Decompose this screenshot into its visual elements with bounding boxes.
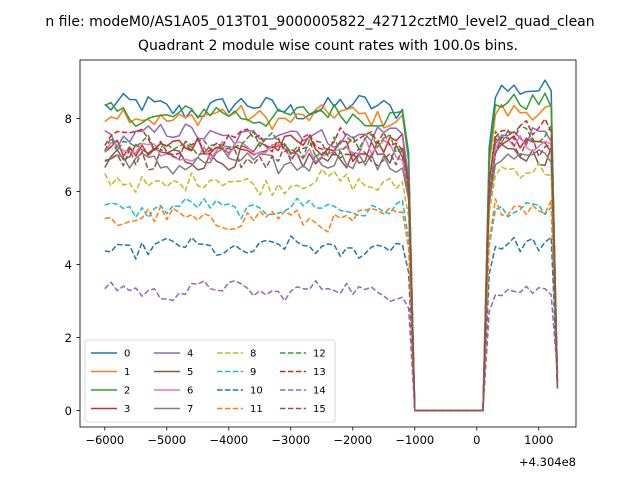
- y-tick-label: 0: [65, 404, 72, 418]
- chart-title: Quadrant 2 module wise count rates with …: [138, 38, 518, 54]
- legend-label-1: 1: [124, 367, 130, 378]
- legend-label-7: 7: [187, 404, 193, 415]
- series-line-8: [104, 162, 559, 412]
- x-tick-label: −1000: [395, 433, 434, 447]
- y-tick-label: 8: [65, 112, 72, 126]
- axes: −6000 −5000 −4000 −3000 −2000 −1000 0 1000 0 2 4 6 8…: [65, 59, 577, 469]
- y-tick-label: 4: [65, 258, 72, 272]
- y-tick-label: 2: [65, 331, 72, 345]
- x-tick-label: −5000: [147, 433, 186, 447]
- legend-label-5: 5: [187, 367, 193, 378]
- series-line-12: [104, 125, 559, 412]
- series-line-15: [104, 136, 559, 412]
- x-tick-label: −6000: [85, 433, 124, 447]
- legend-label-8: 8: [250, 349, 256, 360]
- legend-label-10: 10: [250, 386, 263, 397]
- x-tick-label: 1000: [524, 433, 553, 447]
- plot-lines: [104, 79, 559, 412]
- legend-label-15: 15: [313, 404, 326, 415]
- legend-label-14: 14: [313, 386, 326, 397]
- legend-label-3: 3: [124, 404, 130, 415]
- x-tick-label: −3000: [271, 433, 310, 447]
- legend-label-6: 6: [187, 386, 193, 397]
- x-tick-label: −2000: [333, 433, 372, 447]
- y-tick-label: 6: [65, 185, 72, 199]
- legend-label-4: 4: [187, 349, 193, 360]
- x-tick-label: −4000: [209, 433, 248, 447]
- x-tick-label: 0: [473, 433, 480, 447]
- plot-frame: [79, 59, 577, 428]
- legend-label-12: 12: [313, 349, 326, 360]
- legend-label-9: 9: [250, 367, 256, 378]
- legend-box: [84, 339, 336, 423]
- legend-label-11: 11: [250, 404, 263, 415]
- legend-label-13: 13: [313, 367, 326, 378]
- legend-label-2: 2: [124, 386, 130, 397]
- x-offset-label: +4.304e8: [519, 455, 576, 469]
- figure-suptitle: n file: modeM0/AS1A05_013T01_9000005822_…: [45, 14, 594, 30]
- legend-label-0: 0: [124, 349, 130, 360]
